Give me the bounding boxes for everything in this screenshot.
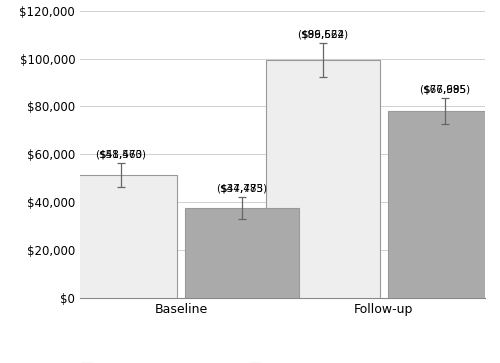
Text: ($44,773): ($44,773) — [216, 172, 268, 194]
Text: ($66,695): ($66,695) — [419, 73, 470, 95]
Bar — [266, 60, 380, 298]
Bar — [64, 175, 177, 298]
Text: $51,473: $51,473 — [99, 149, 142, 159]
Text: $77,985: $77,985 — [423, 85, 466, 95]
Text: ($48,560): ($48,560) — [95, 138, 146, 159]
Bar — [186, 208, 298, 298]
Text: $99,524: $99,524 — [302, 29, 344, 40]
Text: $37,485: $37,485 — [220, 184, 264, 194]
Bar — [388, 111, 500, 298]
Text: ($86,662): ($86,662) — [298, 18, 348, 40]
